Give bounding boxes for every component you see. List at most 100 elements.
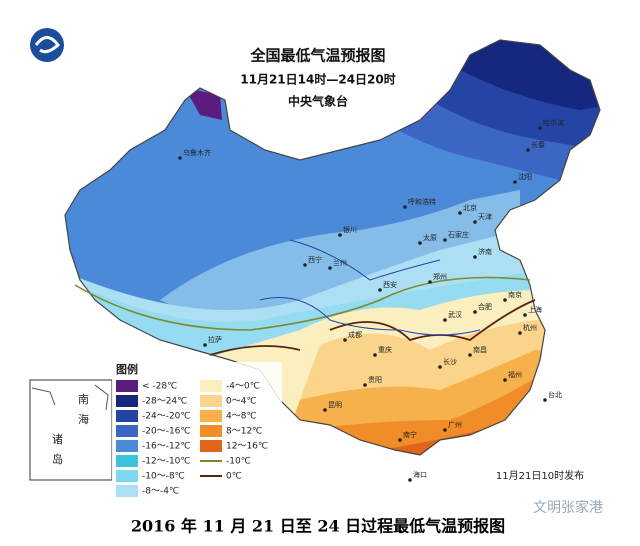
city-dot — [473, 310, 477, 314]
city-label: 沈阳 — [518, 172, 532, 181]
title: 全国最低气温预报图 — [249, 47, 385, 65]
city-label: 海口 — [413, 470, 427, 479]
isotherm-minus-10 — [74, 276, 531, 331]
inset-label: 南 — [78, 393, 89, 406]
legend-label: -20～-16℃ — [142, 427, 191, 437]
city-dot — [428, 280, 432, 284]
city-label: 北京 — [463, 203, 477, 212]
city-dot — [203, 343, 207, 347]
city-dot — [468, 353, 472, 357]
legend-swatch — [116, 470, 138, 482]
period: 11月21日14时—24日20时 — [240, 72, 396, 87]
city-label: 西宁 — [308, 255, 322, 264]
legend-label: -12～-10℃ — [142, 457, 191, 467]
legend-swatch — [200, 380, 222, 392]
legend-label: -4～0℃ — [226, 382, 260, 392]
city-dot — [303, 263, 307, 267]
city-label: 南昌 — [473, 345, 487, 354]
rivers — [259, 239, 481, 336]
city-dot — [378, 288, 382, 292]
city-label: 重庆 — [378, 345, 392, 354]
legend-label: -28～24℃ — [142, 397, 187, 407]
legend-swatch — [116, 380, 138, 392]
legend-label: 0～4℃ — [226, 397, 257, 407]
legend-swatch — [116, 455, 138, 467]
city-dot — [443, 428, 447, 432]
legend-label: 12～16℃ — [226, 442, 268, 452]
city-label: 广州 — [448, 420, 462, 429]
inset-frame — [29, 379, 113, 481]
city-dot — [473, 220, 477, 224]
city-dot — [458, 211, 462, 215]
city-label: 福州 — [508, 370, 522, 379]
logo-mark — [34, 36, 61, 54]
legend-label: 0℃ — [226, 472, 242, 482]
inset-coast — [31, 384, 109, 411]
city-label: 兰州 — [333, 258, 347, 267]
legend: 图例 < -28℃ -28～24℃ -24～-20℃ -20～-16℃ -16～-12℃ -… — [112, 362, 282, 498]
legend-label: < -28℃ — [142, 382, 177, 392]
logo — [30, 28, 64, 62]
legend-box — [112, 362, 282, 498]
city-label: 长沙 — [443, 357, 457, 366]
city-label: 济南 — [478, 247, 492, 256]
city-label: 拉萨 — [208, 335, 222, 344]
legend-swatch — [200, 395, 222, 407]
city-dot — [513, 180, 517, 184]
legend-label: 4～8℃ — [226, 412, 257, 422]
legend-swatch — [200, 440, 222, 452]
city-label: 合肥 — [478, 302, 492, 311]
legend-swatch — [116, 440, 138, 452]
city-label: 银川 — [343, 225, 357, 234]
city-dot — [538, 126, 542, 130]
issue-time: 11月21日10时发布 — [496, 469, 584, 482]
city-dot — [543, 398, 547, 402]
city-dot — [178, 156, 182, 160]
city-dot — [338, 233, 342, 237]
city-label: 西安 — [383, 280, 397, 289]
legend-label: -24～-20℃ — [142, 412, 191, 422]
city-dot — [343, 338, 347, 342]
city-dot — [363, 383, 367, 387]
legend-label: -10℃ — [226, 457, 251, 467]
city-label: 天津 — [478, 213, 492, 221]
city-dot — [526, 148, 530, 152]
inset-label: 岛 — [52, 452, 63, 466]
city-label: 长春 — [531, 140, 545, 149]
legend-label: -10～-8℃ — [142, 472, 185, 482]
legend-swatch — [116, 410, 138, 422]
city-dot — [473, 255, 477, 259]
city-dot — [398, 438, 402, 442]
legend-label: -16～-12℃ — [142, 442, 191, 452]
city-label: 太原 — [423, 233, 437, 242]
city-dot — [523, 313, 527, 317]
city-dot — [403, 205, 407, 209]
city-dot — [443, 318, 447, 322]
city-label: 昆明 — [328, 401, 342, 409]
legend-swatch — [116, 485, 138, 497]
city-label: 杭州 — [523, 323, 537, 332]
city-label: 上海 — [528, 305, 542, 314]
city-dot — [503, 378, 507, 382]
legend-label: 8～12℃ — [226, 427, 262, 437]
city-dot — [418, 241, 422, 245]
city-dot — [518, 331, 522, 335]
city-label: 南宁 — [403, 430, 417, 439]
inset-label: 海 — [78, 412, 89, 426]
city-label: 哈尔滨 — [543, 118, 564, 127]
inset-label: 诸 — [52, 433, 63, 446]
legend-swatch — [116, 425, 138, 437]
city-label: 武汉 — [448, 310, 462, 319]
city-label: 郑州 — [433, 273, 447, 281]
city-label: 成都 — [348, 330, 362, 339]
issuer: 中央气象台 — [288, 94, 348, 109]
city-label: 南京 — [508, 290, 522, 299]
city-dot — [408, 478, 412, 482]
city-dot — [503, 298, 507, 302]
watermark: 文明张家港 — [533, 499, 603, 516]
city-label: 台北 — [548, 390, 562, 399]
city-dot — [443, 238, 447, 242]
